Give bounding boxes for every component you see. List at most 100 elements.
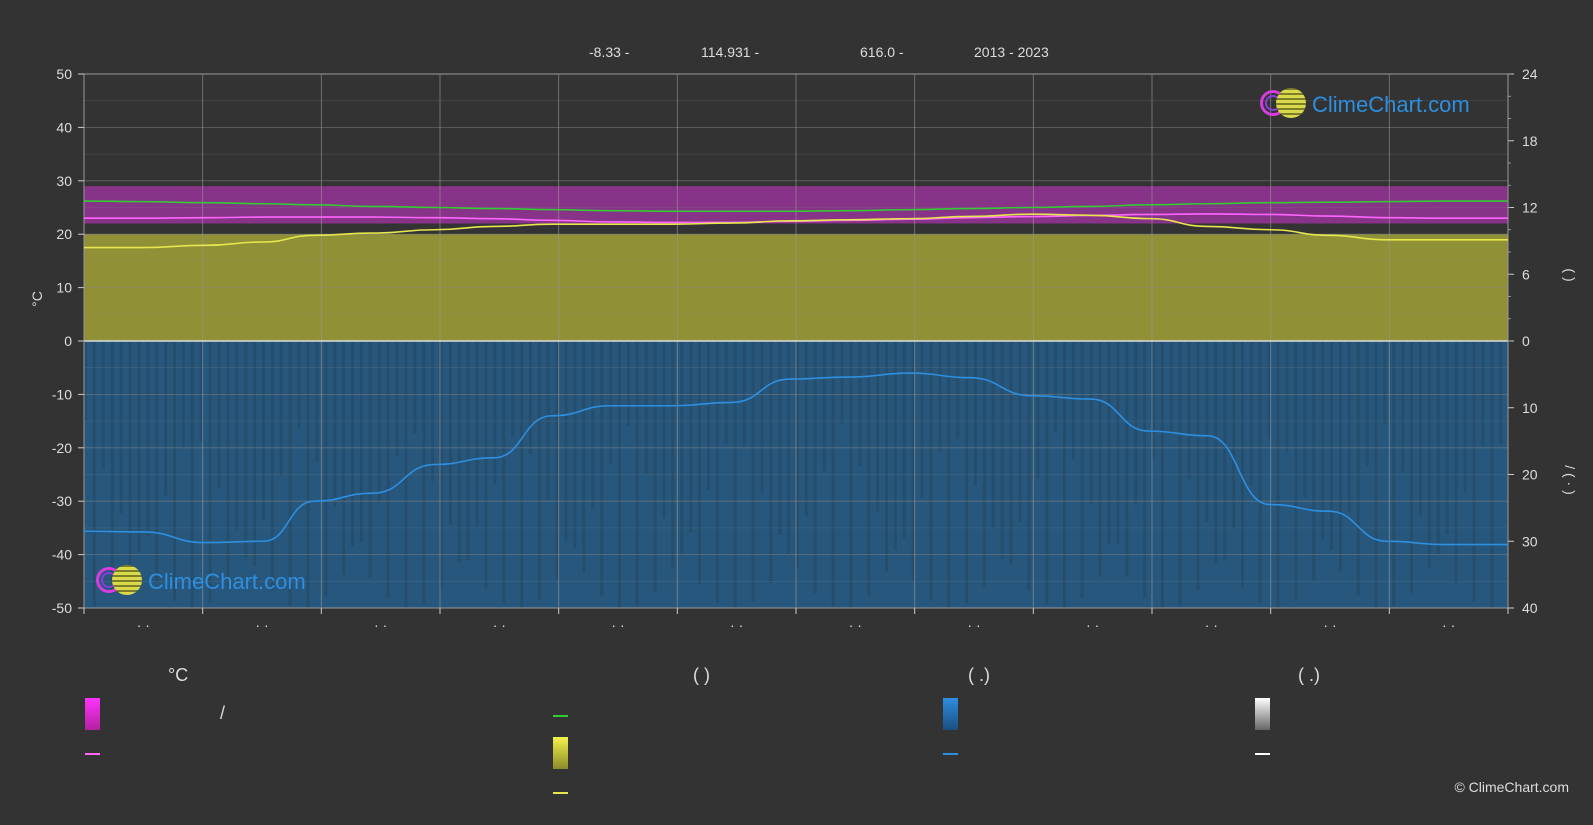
rain-texture xyxy=(413,341,417,434)
rain-texture xyxy=(1392,341,1396,607)
rain-texture xyxy=(1401,341,1405,472)
rain-texture xyxy=(1294,341,1298,601)
header-latitude: -8.33 - xyxy=(589,44,630,60)
x-tick-label: · · xyxy=(493,617,506,633)
rain-texture xyxy=(351,341,354,547)
rain-texture xyxy=(618,341,621,608)
rain-texture xyxy=(1427,341,1431,569)
rain-texture xyxy=(1267,341,1271,439)
legend-swatch-daylight xyxy=(553,715,568,717)
rain-texture xyxy=(279,341,283,477)
rain-texture xyxy=(867,341,871,596)
rain-texture xyxy=(1071,341,1075,460)
rain-texture xyxy=(110,341,114,595)
rain-texture xyxy=(573,341,577,549)
rain-texture xyxy=(929,341,933,601)
rain-texture xyxy=(840,341,844,424)
rain-texture xyxy=(297,341,301,429)
rain-texture xyxy=(635,341,639,606)
series-line-0 xyxy=(83,200,1508,213)
x-tick-label: · · xyxy=(1442,617,1455,633)
rain-texture xyxy=(1223,341,1227,560)
x-tick-label: · · xyxy=(849,617,862,633)
rain-texture xyxy=(1454,341,1458,584)
rain-texture xyxy=(582,341,586,574)
rain-texture xyxy=(199,341,203,442)
rain-texture xyxy=(796,341,799,569)
left-tick-label: -20 xyxy=(52,440,72,456)
legend-swatch-temp-range xyxy=(85,698,100,730)
rain-texture xyxy=(457,341,461,563)
rain-texture xyxy=(1312,341,1316,581)
logo-top: ClimeChart.com xyxy=(1260,88,1470,122)
rain-texture xyxy=(1321,341,1325,539)
rain-texture xyxy=(1063,341,1066,608)
rain-texture xyxy=(1258,341,1262,604)
rain-texture xyxy=(190,341,194,608)
rain-texture xyxy=(422,341,426,605)
rain-texture xyxy=(600,341,604,597)
rain-texture xyxy=(733,341,737,608)
climechart-logo-icon xyxy=(1260,88,1306,122)
legend-heading-snow: ( .) xyxy=(1298,665,1320,685)
rain-texture xyxy=(1374,341,1378,607)
rain-texture xyxy=(1232,341,1236,529)
header-years: 2013 - 2023 xyxy=(974,44,1049,60)
rain-texture xyxy=(1463,341,1467,493)
rain-texture xyxy=(760,341,764,493)
lines-layer xyxy=(83,200,1508,546)
rain-texture xyxy=(1036,341,1040,479)
rain-texture xyxy=(1178,341,1182,605)
x-tick-label: · · xyxy=(137,617,150,633)
rain-texture xyxy=(831,341,835,607)
rain-texture xyxy=(1276,341,1280,608)
rain-texture xyxy=(555,341,559,579)
rain-texture xyxy=(1116,341,1120,545)
rain-texture xyxy=(609,341,613,464)
left-tick-label: -30 xyxy=(52,493,72,509)
rain-texture xyxy=(974,341,977,486)
rain-texture xyxy=(270,341,274,592)
grid-layer xyxy=(83,73,1509,609)
rain-texture xyxy=(991,341,995,529)
rain-texture xyxy=(92,341,96,607)
rain-texture xyxy=(359,341,363,543)
left-tick-label: 10 xyxy=(56,280,72,296)
rain-texture xyxy=(858,341,862,467)
rain-texture xyxy=(377,341,381,503)
rain-texture xyxy=(84,341,87,422)
rain-texture xyxy=(947,341,951,608)
rain-texture xyxy=(395,341,399,457)
rain-texture xyxy=(235,341,239,531)
right-bottom-axis-label: / ( · ) xyxy=(1562,465,1578,495)
header-elevation: 616.0 - xyxy=(860,44,904,60)
rain-texture xyxy=(822,341,826,472)
rain-texture xyxy=(404,341,408,608)
series-line-3 xyxy=(83,372,1508,546)
right-top-tick-label: 0 xyxy=(1522,333,1530,349)
rain-texture xyxy=(1196,341,1200,590)
rain-texture xyxy=(1285,341,1289,452)
rain-texture xyxy=(181,341,185,449)
axis-layer: 50 40 30 20 10 0 -10 -20 -30 -40 -50 °C 24 18 12 6 0 10 20… xyxy=(29,66,1578,633)
rain-texture xyxy=(769,341,773,583)
rain-texture xyxy=(965,341,969,604)
x-tick-label: · · xyxy=(1205,617,1218,633)
rain-texture xyxy=(1000,341,1004,559)
rain-texture xyxy=(742,341,746,447)
right-bottom-tick-label: 30 xyxy=(1522,533,1538,549)
x-tick-label: · · xyxy=(611,617,624,633)
rain-texture xyxy=(671,341,675,568)
rain-texture xyxy=(306,341,310,608)
left-tick-label: -40 xyxy=(52,547,72,563)
series-line-2 xyxy=(83,213,1508,249)
rain-texture xyxy=(1027,341,1031,591)
rain-texture xyxy=(431,341,435,482)
rain-texture xyxy=(1009,341,1013,565)
left-tick-label: 20 xyxy=(56,226,72,242)
x-tick-label: · · xyxy=(967,617,980,633)
right-bottom-tick-label: 20 xyxy=(1522,467,1538,483)
left-tick-label: -10 xyxy=(52,386,72,402)
legend-swatch-temp-mean xyxy=(85,753,100,755)
